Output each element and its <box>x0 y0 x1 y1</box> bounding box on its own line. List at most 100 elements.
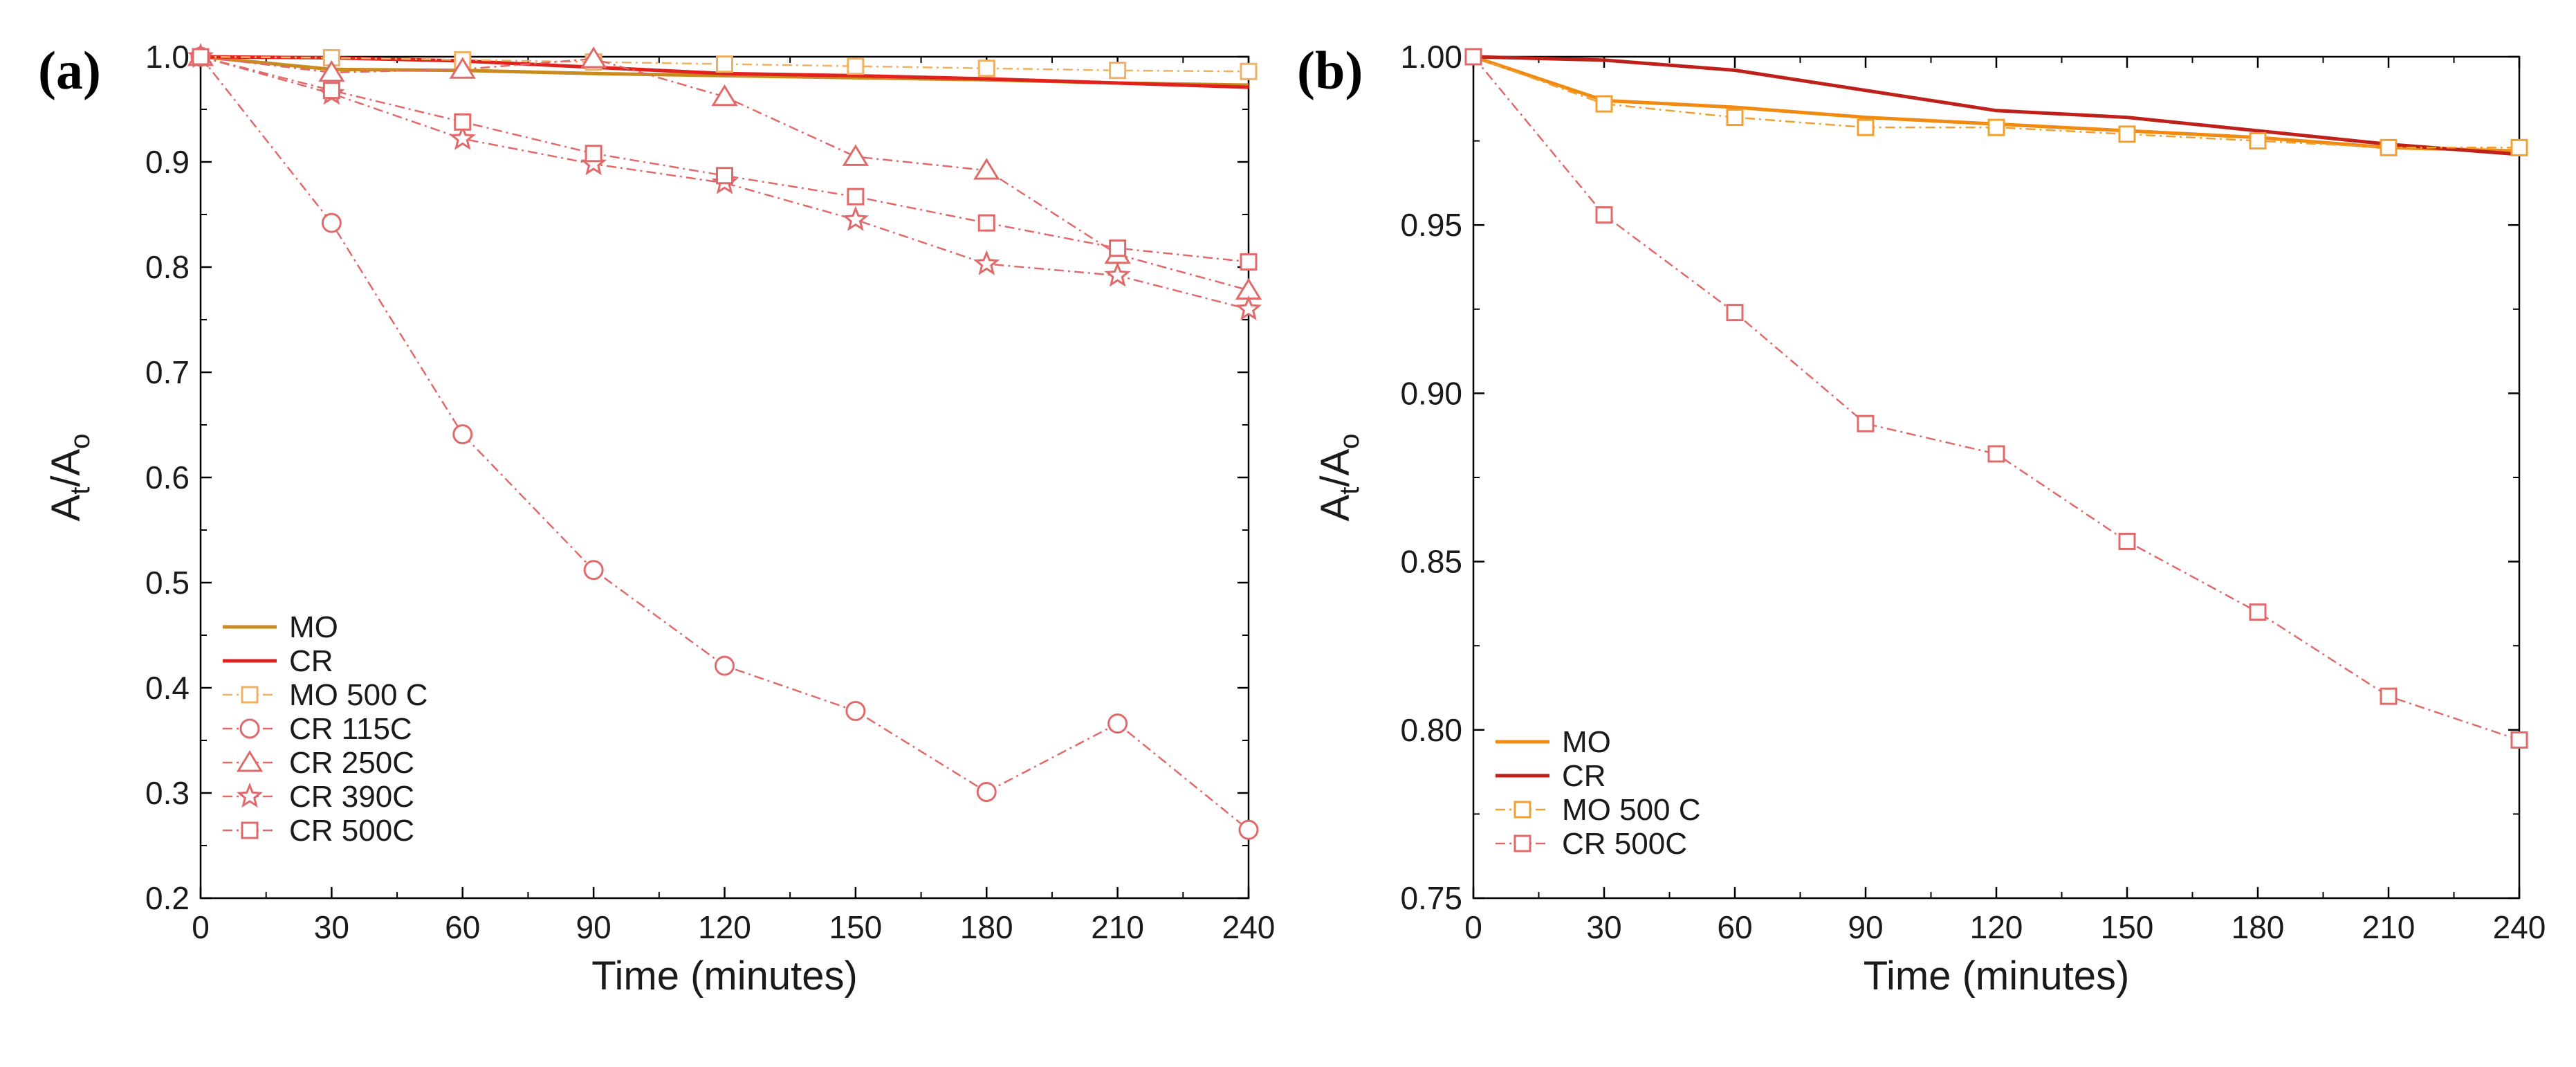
data-point-cr-115c <box>1238 819 1259 840</box>
data-point-cr-390c <box>973 250 1000 275</box>
panel-label: (a) <box>38 40 101 100</box>
data-point-cr-500c <box>585 145 602 163</box>
data-point-cr-390c <box>1104 262 1131 287</box>
y-tick-label: 0.2 <box>145 880 190 916</box>
data-point-mo-500-c <box>847 57 865 75</box>
legend-marker-cr-115c <box>239 718 260 739</box>
x-tick-label: 180 <box>2232 909 2285 945</box>
panel-a: 0 30 60 90 120 150 180 210 240 0.2 0.3 0.4 0.5 0.6 0.7… <box>38 39 1275 998</box>
data-point-cr-500c <box>716 167 733 185</box>
data-point-mo-500-c <box>1240 62 1258 80</box>
data-point-cr-390c <box>1235 295 1262 320</box>
x-tick-label: 90 <box>576 909 611 945</box>
data-point-cr-250c <box>711 84 738 107</box>
x-tick-label: 60 <box>445 909 480 945</box>
data-point-cr-500c <box>1857 414 1875 432</box>
legend-label-cr-115c: CR 115C <box>289 712 412 746</box>
data-point-cr-390c <box>449 125 476 150</box>
legend-label-cr: CR <box>289 644 333 678</box>
y-tick-label: 0.6 <box>145 459 190 495</box>
data-point-cr-500c <box>1240 253 1258 271</box>
y-axis-title-sub-t: t <box>1334 487 1365 495</box>
x-tick-label: 90 <box>1848 909 1883 945</box>
y-tick-label: 0.7 <box>145 354 190 390</box>
series-line-cr-500c <box>1473 56 2520 741</box>
legend-marker-cr-390c <box>236 782 264 808</box>
y-tick-label: 0.75 <box>1400 880 1462 916</box>
data-point-cr-500c <box>2249 603 2267 621</box>
y-axis-title-main: A <box>44 494 89 521</box>
data-point-cr-500c <box>1595 206 1613 224</box>
data-point-cr-115c <box>715 655 735 676</box>
x-tick-label: 0 <box>1464 909 1482 945</box>
series-cr <box>1473 55 2520 156</box>
data-point-mo-500-c <box>1109 62 1127 80</box>
data-point-mo-500-c <box>1595 95 1613 113</box>
series-cr-500c <box>1464 48 2528 749</box>
data-point-cr-500c <box>192 48 210 66</box>
x-tick-label: 30 <box>314 909 349 945</box>
data-point-cr-500c <box>847 188 865 206</box>
data-point-cr-115c <box>321 212 342 233</box>
data-point-cr-500c <box>322 82 340 100</box>
data-point-cr-250c <box>973 158 1000 180</box>
panel-b: 0 30 60 90 120 150 180 210 240 0.75 0.80 0.85 0.90 0.… <box>1297 39 2546 998</box>
data-point-cr-115c <box>452 424 473 445</box>
y-tick-label: 0.5 <box>145 565 190 601</box>
legend-marker-mo-500-c <box>241 686 259 704</box>
x-tick-label: 210 <box>2362 909 2416 945</box>
data-point-cr-115c <box>1107 713 1128 734</box>
y-tick-label: 0.8 <box>145 249 190 285</box>
x-tick-label: 180 <box>960 909 1013 945</box>
data-point-mo-500-c <box>2510 138 2528 156</box>
x-tick-label: 0 <box>192 909 210 945</box>
y-tick-label: 0.95 <box>1400 207 1462 243</box>
data-point-cr-250c <box>580 46 607 69</box>
data-point-cr-390c <box>842 206 869 231</box>
data-point-cr-115c <box>845 700 866 721</box>
legend-label-mo: MO <box>1562 725 1611 759</box>
y-tick-label: 0.80 <box>1400 712 1462 748</box>
y-tick-label: 0.85 <box>1400 544 1462 580</box>
legend-label-cr-250c: CR 250C <box>289 746 414 780</box>
data-point-cr-250c <box>449 57 476 79</box>
y-tick-label: 0.4 <box>145 670 190 706</box>
legend-label-mo: MO <box>289 610 338 644</box>
y-tick-label: 1.0 <box>145 39 190 75</box>
legend-label-cr-500c: CR 500C <box>289 814 414 848</box>
x-tick-label: 150 <box>2101 909 2154 945</box>
series-line-cr-390c <box>200 55 1249 311</box>
data-point-cr-500c <box>1726 304 1744 322</box>
legend-label-mo-500-c: MO 500 C <box>1562 793 1701 827</box>
x-tick-label: 120 <box>1970 909 2023 945</box>
panel-label: (b) <box>1297 40 1363 100</box>
y-axis-title-sub-o: o <box>65 434 95 449</box>
x-axis-title: Time (minutes) <box>1864 954 2130 998</box>
y-axis-title-main: A <box>1313 494 1358 521</box>
y-tick-label: 0.9 <box>145 144 190 180</box>
data-point-cr-500c <box>1464 48 1482 66</box>
data-point-cr-115c <box>976 781 997 802</box>
x-tick-label: 240 <box>1222 909 1276 945</box>
series-cr-500c <box>192 48 1258 271</box>
data-point-mo-500-c <box>1726 109 1744 127</box>
data-point-mo-500-c <box>716 55 733 73</box>
y-tick-label: 1.00 <box>1400 39 1462 75</box>
data-point-cr-500c <box>977 214 995 232</box>
x-tick-label: 240 <box>2493 909 2546 945</box>
data-point-mo-500-c <box>977 60 995 77</box>
y-axis-title-sep: /A <box>1313 449 1358 487</box>
legend-marker-cr-500c <box>241 821 259 839</box>
data-point-mo-500-c <box>2118 125 2136 143</box>
data-point-mo-500-c <box>2380 138 2398 156</box>
series-line-mo-500-c <box>1473 55 2519 149</box>
data-point-cr-500c <box>2510 731 2528 749</box>
x-tick-label: 120 <box>698 909 751 945</box>
y-axis-title: At/Ao <box>1313 434 1365 522</box>
legend-marker-cr-250c <box>236 750 264 772</box>
series-line-cr <box>1473 55 2520 156</box>
y-tick-label: 0.90 <box>1400 375 1462 411</box>
data-point-cr-500c <box>1109 239 1127 257</box>
